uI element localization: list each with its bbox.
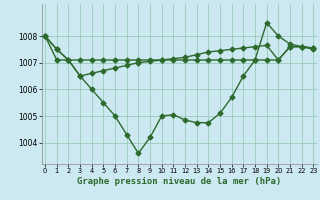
X-axis label: Graphe pression niveau de la mer (hPa): Graphe pression niveau de la mer (hPa) [77,177,281,186]
